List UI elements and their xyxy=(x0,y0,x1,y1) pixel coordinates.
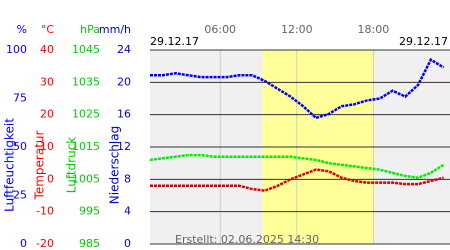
series-line xyxy=(149,153,445,179)
y-tick-label: 995 xyxy=(79,205,100,218)
date-left: 29.12.17 xyxy=(150,35,199,48)
y-tick-label: 10 xyxy=(40,140,54,153)
y-tick-label: 0 xyxy=(47,172,54,185)
x-tick-label: 18:00 xyxy=(358,23,390,36)
x-tick-label: 12:00 xyxy=(281,23,313,36)
axis-unit: °C xyxy=(41,23,55,36)
y-tick-label: 0 xyxy=(124,237,131,250)
y-tick-label: 50 xyxy=(13,140,27,153)
axis-title: Luftfeuchtigkeit xyxy=(3,118,17,212)
axis-unit: % xyxy=(17,23,27,36)
x-tick-label: 06:00 xyxy=(204,23,236,36)
y-tick-label: 1025 xyxy=(72,108,100,121)
y-tick-label: 1035 xyxy=(72,75,100,88)
axis-title: Luftdruck xyxy=(65,137,79,194)
y-tick-label: 24 xyxy=(117,43,131,56)
y-tick-label: 1045 xyxy=(72,43,100,56)
y-tick-label: 985 xyxy=(79,237,100,250)
created-label: Erstellt: 02.06.2025 14:30 xyxy=(175,233,319,246)
series-line xyxy=(150,168,444,192)
y-tick-label: 20 xyxy=(117,75,131,88)
axis-title: Temperatur xyxy=(33,130,47,200)
y-tick-label: 100 xyxy=(6,43,27,56)
y-tick-label: 8 xyxy=(124,172,131,185)
y-tick-label: 0 xyxy=(20,237,27,250)
y-tick-label: 1005 xyxy=(72,172,100,185)
series-line xyxy=(150,57,445,120)
y-tick-label: -10 xyxy=(36,205,54,218)
axis-unit: mm/h xyxy=(99,23,131,36)
plot-layer xyxy=(150,49,450,245)
axis-unit: hPa xyxy=(80,23,100,36)
y-tick-label: 20 xyxy=(40,108,54,121)
date-right: 29.12.17 xyxy=(399,35,448,48)
axis-title: Niederschlag xyxy=(108,126,122,204)
y-tick-label: 4 xyxy=(124,205,131,218)
y-tick-label: 30 xyxy=(40,75,54,88)
y-tick-label: 12 xyxy=(117,140,131,153)
y-tick-label: 1015 xyxy=(72,140,100,153)
y-tick-label: 16 xyxy=(117,108,131,121)
y-tick-label: 40 xyxy=(40,43,54,56)
y-tick-label: 25 xyxy=(13,189,27,202)
y-tick-label: -20 xyxy=(36,237,54,250)
y-tick-label: 75 xyxy=(13,92,27,105)
